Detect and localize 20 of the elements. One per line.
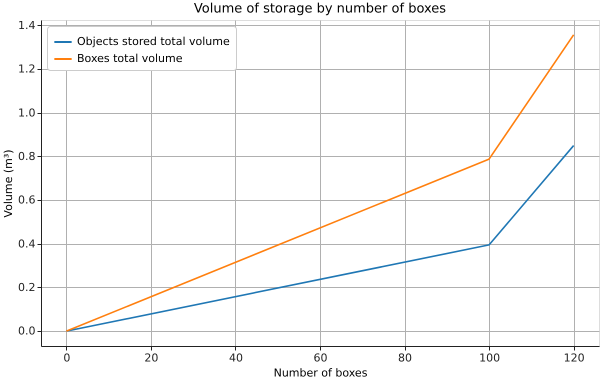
y-axis-title: Volume (m³) bbox=[2, 149, 16, 218]
x-axis-title: Number of boxes bbox=[274, 366, 368, 380]
x-tick-label: 100 bbox=[479, 352, 500, 364]
y-tick-label: 0.8 bbox=[18, 150, 36, 163]
y-tick-label: 1.4 bbox=[18, 18, 36, 32]
x-tick-label: 120 bbox=[564, 352, 585, 364]
y-tick-label: 0.2 bbox=[18, 280, 36, 294]
x-tick-label: 20 bbox=[144, 352, 158, 364]
x-tick-label: 0 bbox=[63, 352, 70, 364]
x-tick-label: 60 bbox=[314, 352, 328, 364]
y-tick-label: 1.2 bbox=[18, 62, 36, 76]
legend-label: Boxes total volume bbox=[77, 52, 183, 65]
y-tick-label: 0.4 bbox=[18, 237, 36, 250]
x-tick-label: 80 bbox=[398, 352, 412, 364]
y-tick-label: 0.6 bbox=[18, 194, 36, 207]
y-tick-label: 0.0 bbox=[18, 324, 36, 338]
chart-title: Volume of storage by number of boxes bbox=[194, 1, 446, 16]
legend-label: Objects stored total volume bbox=[77, 35, 230, 48]
x-tick-label: 40 bbox=[228, 352, 243, 364]
y-tick-label: 1.0 bbox=[18, 106, 36, 120]
